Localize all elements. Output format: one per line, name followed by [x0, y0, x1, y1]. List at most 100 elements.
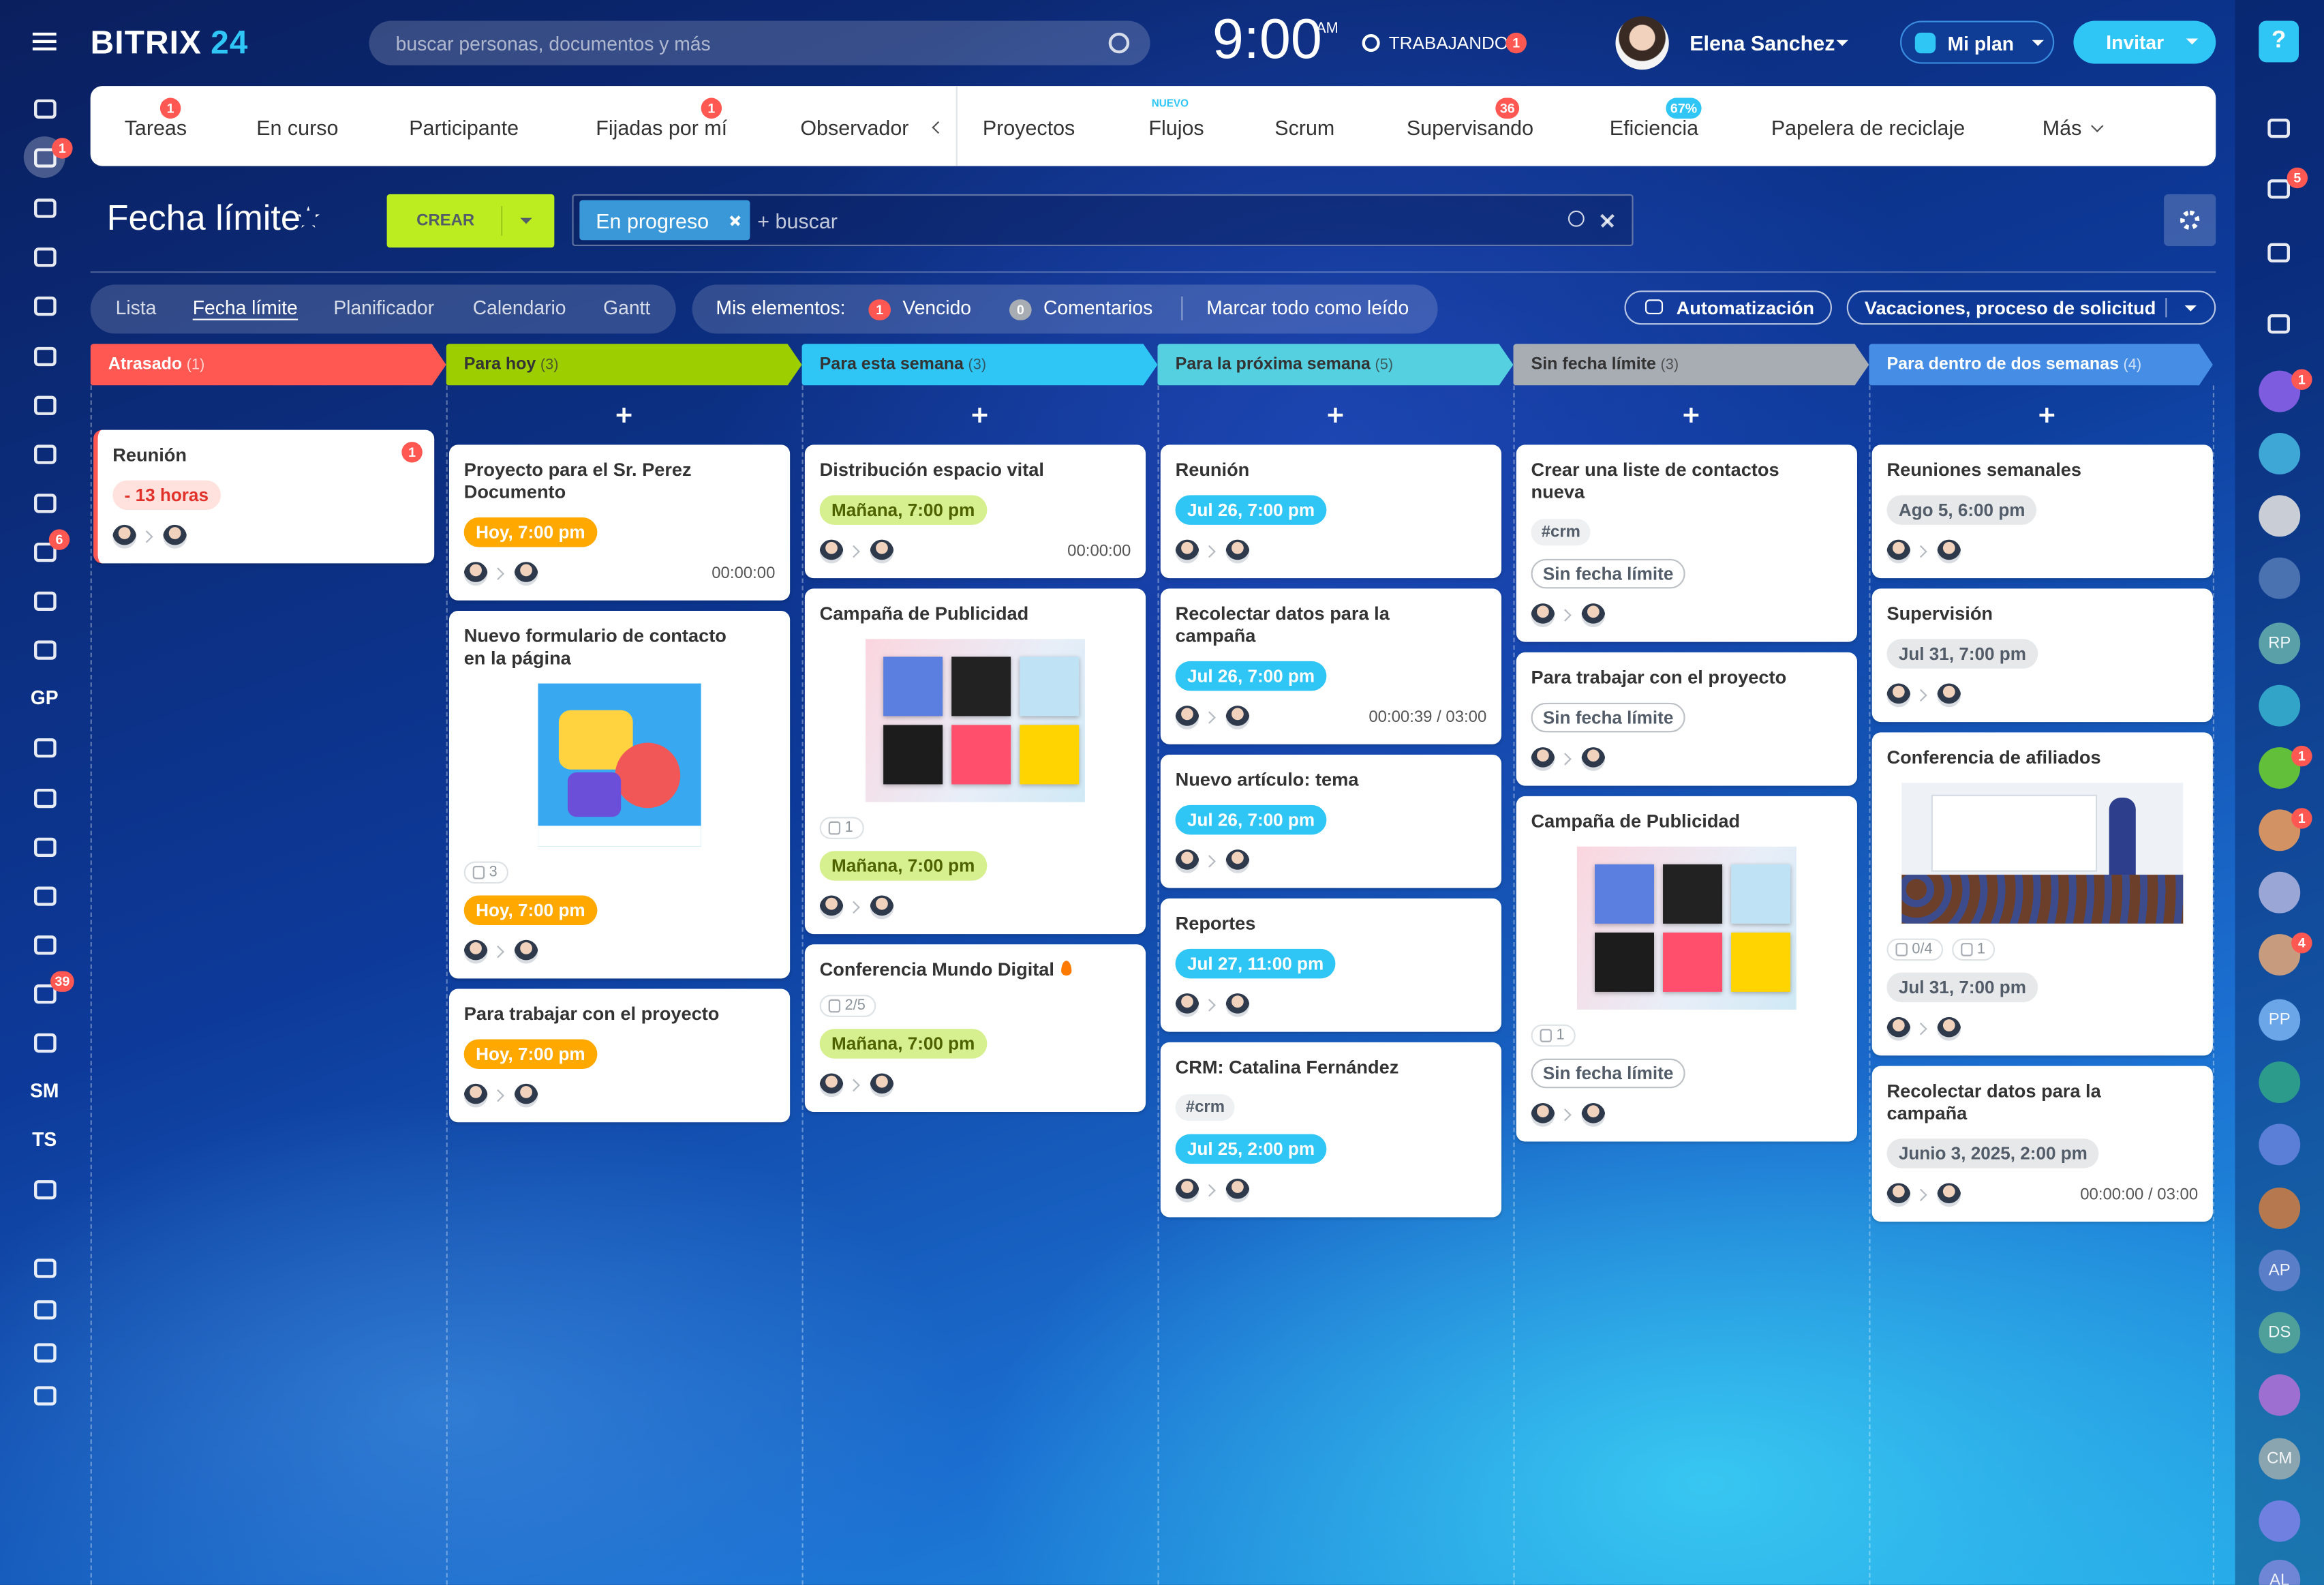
card-title[interactable]: Recolectar datos para la campaña [1175, 603, 1390, 647]
creator-avatar[interactable] [1175, 539, 1199, 564]
card-title[interactable]: Campaña de Publicidad [1531, 811, 1741, 832]
task-card[interactable]: Nuevo artículo: tema Jul 26, 7:00 pm [1160, 754, 1502, 888]
logo[interactable]: BITRIX 24 [91, 24, 249, 63]
responsible-avatar[interactable] [1937, 1183, 1961, 1207]
sidebar-icon[interactable] [34, 984, 57, 1004]
responsible-avatar[interactable] [1937, 683, 1961, 708]
sidebar-icon[interactable] [34, 346, 57, 367]
tab[interactable]: Tareas [124, 115, 187, 140]
deadline[interactable]: Ago 5, 6:00 pm [1886, 495, 2037, 525]
task-card[interactable]: Recolectar datos para la campaña Junio 3,… [1871, 1066, 2213, 1222]
creator-avatar[interactable] [1531, 1103, 1555, 1127]
responsible-avatar[interactable] [1225, 706, 1250, 729]
attachments[interactable]: 1 [1951, 938, 1996, 961]
card-title[interactable]: Distribución espacio vital [819, 459, 1044, 481]
tab[interactable]: Proyectos [982, 115, 1075, 140]
responsible-avatar[interactable] [870, 895, 894, 920]
sidebar-icon[interactable] [34, 247, 57, 267]
user-avatar[interactable] [1615, 16, 1669, 70]
sidebar-icon[interactable] [34, 1300, 57, 1320]
comments-label[interactable]: Comentarios [1043, 296, 1153, 319]
card-title[interactable]: Reunión [1175, 459, 1250, 481]
sidebar-label[interactable]: SM [30, 1079, 59, 1102]
creator-avatar[interactable] [819, 895, 844, 920]
sidebar-avatar[interactable] [2259, 433, 2301, 474]
tab[interactable]: Observador [800, 115, 909, 140]
tab[interactable]: Flujos [1148, 115, 1204, 140]
sidebar-icon[interactable] [34, 935, 57, 955]
sidebar-icon[interactable] [34, 542, 57, 562]
view-tab[interactable]: Fecha límite [192, 297, 298, 320]
settings-button[interactable] [2164, 194, 2216, 247]
task-card[interactable]: Campaña de Publicidad 1 Sin fecha límite [1516, 796, 1857, 1142]
deadline[interactable]: Jul 26, 7:00 pm [1175, 804, 1327, 835]
card-title[interactable]: Supervisión [1886, 603, 1993, 624]
sidebar-icon[interactable] [34, 1033, 57, 1053]
view-tab[interactable]: Gantt [603, 296, 651, 319]
view-tab[interactable]: Calendario [472, 296, 566, 319]
sidebar-label[interactable]: TS [32, 1128, 57, 1151]
create-button[interactable]: CREAR [386, 194, 555, 248]
invite-button[interactable]: Invitar [2073, 20, 2216, 64]
responsible-avatar[interactable] [1937, 1016, 1961, 1041]
sidebar-icon[interactable] [34, 591, 57, 611]
right-icon[interactable] [2267, 314, 2290, 334]
card-title[interactable]: Reuniones semanales [1886, 459, 2082, 481]
creator-avatar[interactable] [1886, 683, 1911, 708]
sidebar-avatar[interactable] [2259, 1123, 2301, 1166]
card-title[interactable]: Para trabajar con el proyecto [1531, 667, 1787, 689]
creator-avatar[interactable] [1886, 1183, 1911, 1207]
sidebar-icon[interactable] [34, 296, 57, 316]
sidebar-avatar[interactable] [2259, 557, 2301, 599]
tab[interactable]: Más [2042, 115, 2082, 140]
checklist[interactable]: 2/5 [819, 995, 876, 1017]
sidebar-icon[interactable] [34, 886, 57, 906]
deadline[interactable]: Mañana, 7:00 pm [819, 495, 987, 525]
automation-button[interactable]: Automatización [1624, 290, 1832, 325]
checklist[interactable]: 0/4 [1886, 938, 1943, 961]
tab[interactable]: Fijadas por mí [596, 115, 728, 140]
sidebar-icon[interactable] [34, 738, 57, 758]
task-card[interactable]: Proyecto para el Sr. Perez Documento Hoy,… [448, 444, 791, 601]
card-title[interactable]: Nuevo artículo: tema [1175, 769, 1359, 791]
view-tab[interactable]: Lista [115, 296, 157, 319]
attachments[interactable]: 3 [463, 861, 508, 884]
help-button[interactable]: ? [2259, 20, 2299, 63]
creator-avatar[interactable] [819, 1073, 844, 1098]
responsible-avatar[interactable] [1225, 849, 1250, 873]
task-card[interactable]: Para trabajar con el proyecto Hoy, 7:00 p… [448, 988, 791, 1123]
creator-avatar[interactable] [1175, 993, 1199, 1017]
card-title[interactable]: Reunión [112, 444, 187, 466]
sidebar-avatar[interactable]: CM [2259, 1438, 2301, 1480]
sidebar-icon[interactable] [34, 1343, 57, 1363]
sidebar-avatar[interactable]: AP [2259, 1250, 2301, 1292]
hamburger-icon[interactable] [32, 32, 57, 50]
mark-read[interactable]: Marcar todo como leído [1206, 296, 1409, 319]
responsible-avatar[interactable] [1225, 539, 1250, 564]
responsible-avatar[interactable] [1581, 1103, 1606, 1127]
responsible-avatar[interactable] [1937, 539, 1961, 564]
filter-search-icon[interactable] [1568, 210, 1585, 227]
right-icon[interactable] [2267, 179, 2290, 199]
task-card[interactable]: Conferencia de afiliados 0/4 1 Jul 31, 7:00… [1871, 732, 2213, 1056]
responsible-avatar[interactable] [514, 562, 538, 586]
attachments[interactable]: 1 [1531, 1024, 1575, 1047]
sidebar-icon[interactable] [34, 198, 57, 218]
task-card[interactable]: Reunión 1 - 13 horas [93, 429, 435, 564]
responsible-avatar[interactable] [514, 1083, 538, 1108]
attachments[interactable]: 1 [819, 817, 863, 839]
sidebar-icon[interactable] [34, 1386, 57, 1406]
sidebar-icon[interactable] [34, 99, 57, 119]
card-title[interactable]: Conferencia Mundo Digital [820, 959, 1131, 982]
deadline[interactable]: Sin fecha límite [1531, 1058, 1685, 1089]
deadline[interactable]: Hoy, 7:00 pm [463, 895, 598, 926]
tab[interactable]: Participante [409, 115, 519, 140]
creator-avatar[interactable] [463, 1083, 488, 1108]
task-card[interactable]: Conferencia Mundo Digital 2/5 Mañana, 7:00… [804, 944, 1146, 1113]
card-title[interactable]: Proyecto para el Sr. Perez Documento [463, 459, 692, 503]
tab[interactable]: Eficiencia [1609, 115, 1699, 140]
comments-count[interactable]: 0 [1009, 299, 1032, 320]
task-card[interactable]: Distribución espacio vital Mañana, 7:00 p… [804, 444, 1146, 579]
overdue-count[interactable]: 1 [868, 299, 891, 320]
task-card[interactable]: Reuniones semanales Ago 5, 6:00 pm [1871, 444, 2213, 579]
